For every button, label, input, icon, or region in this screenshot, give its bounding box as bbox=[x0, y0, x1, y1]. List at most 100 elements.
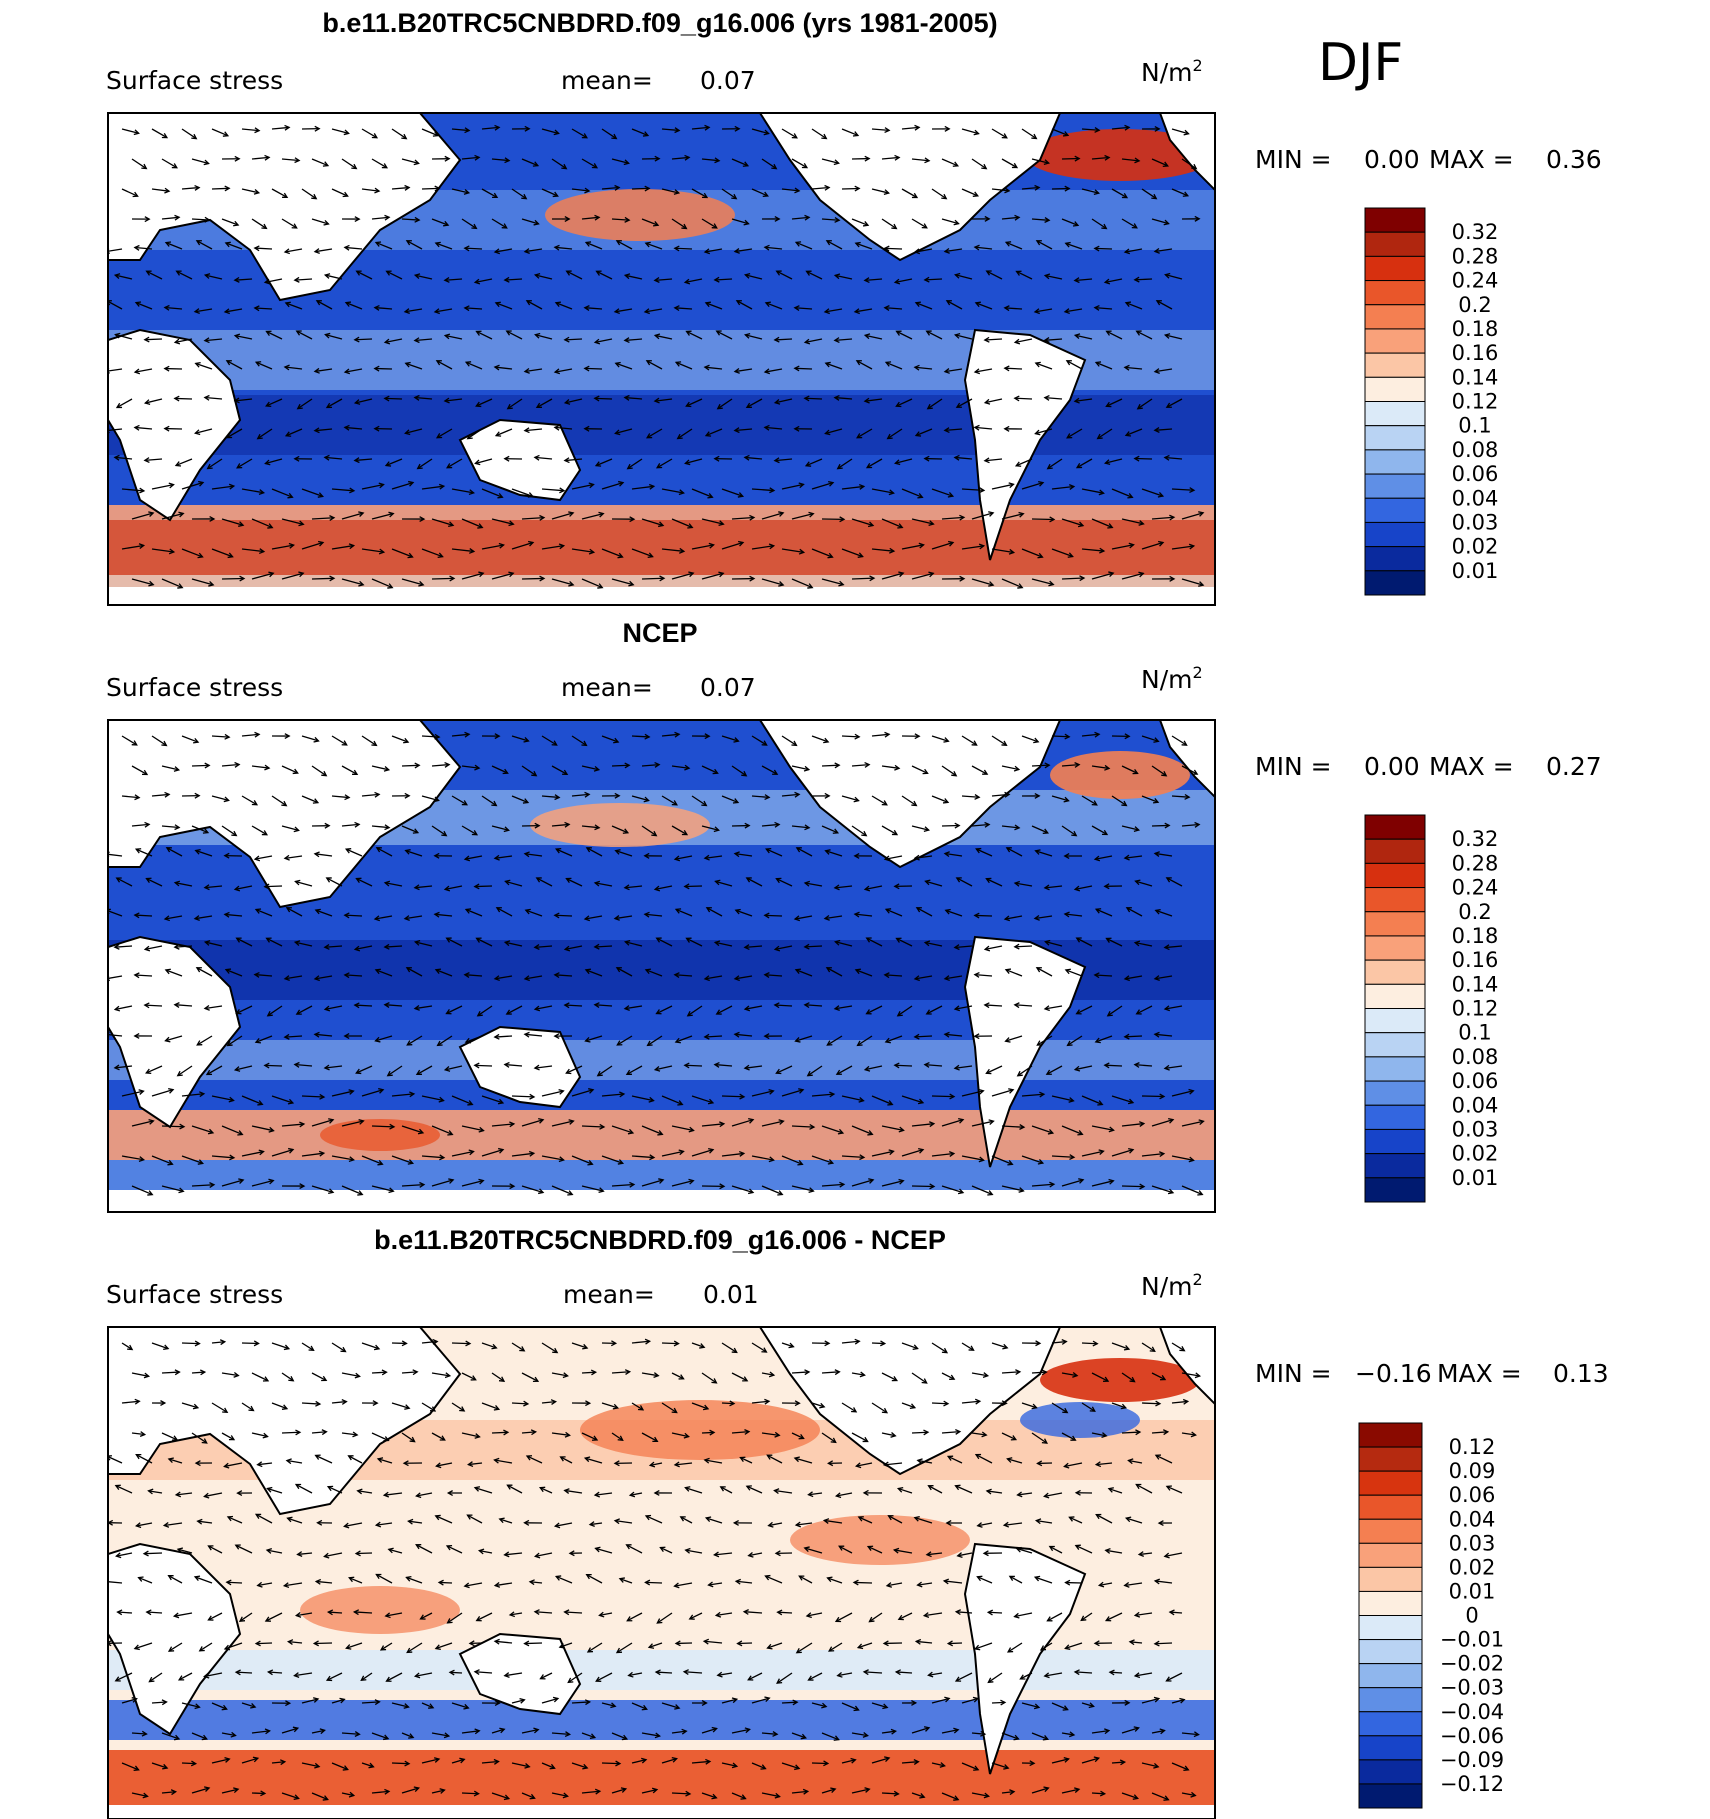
wind-arrow-head bbox=[282, 192, 289, 198]
wind-arrow bbox=[271, 1095, 294, 1104]
wind-arrow bbox=[791, 1185, 814, 1192]
wind-arrow bbox=[161, 1732, 180, 1740]
wind-arrow bbox=[524, 428, 543, 432]
wind-arrow-head bbox=[610, 1340, 618, 1347]
wind-arrow-head bbox=[203, 884, 210, 891]
wind-arrow-head bbox=[1034, 792, 1041, 799]
wind-arrow-head bbox=[382, 1491, 390, 1498]
wind-arrow bbox=[1095, 361, 1113, 370]
min-label: MIN = bbox=[1255, 752, 1332, 781]
wind-arrow bbox=[271, 1761, 285, 1764]
wind-arrow-head bbox=[533, 1609, 540, 1616]
wind-arrow bbox=[841, 187, 860, 190]
wind-arrow bbox=[1016, 1547, 1033, 1554]
wind-arrow bbox=[1181, 1372, 1200, 1377]
wind-arrow bbox=[795, 1035, 813, 1042]
wind-arrow-head bbox=[225, 432, 233, 439]
wind-arrow bbox=[567, 1672, 583, 1683]
wind-arrow bbox=[1121, 1431, 1140, 1434]
wind-arrow bbox=[251, 1179, 274, 1187]
wind-arrow-head bbox=[291, 223, 298, 229]
wind-arrow-head bbox=[794, 968, 802, 975]
wind-arrow-head bbox=[707, 1098, 715, 1105]
wind-arrow-head bbox=[473, 1669, 480, 1676]
wind-arrow-head bbox=[1042, 1735, 1050, 1741]
wind-arrow-head bbox=[1127, 1458, 1134, 1465]
wind-arrow bbox=[1061, 764, 1080, 767]
wind-arrow bbox=[421, 795, 439, 802]
wind-arrow-head bbox=[326, 1485, 334, 1492]
wind-arrow-head bbox=[1044, 939, 1051, 946]
wind-arrow-head bbox=[142, 1792, 149, 1799]
wind-arrow-head bbox=[509, 1121, 516, 1128]
wind-arrow bbox=[464, 307, 483, 310]
wind-arrow bbox=[475, 458, 493, 465]
wind-arrow-head bbox=[313, 1031, 320, 1038]
wind-arrow-head bbox=[594, 824, 601, 831]
wind-arrow bbox=[314, 248, 333, 253]
wind-arrow bbox=[494, 1640, 513, 1644]
wind-arrow-head bbox=[911, 1699, 918, 1706]
wind-arrow-head bbox=[323, 454, 330, 461]
wind-arrow-head bbox=[558, 1643, 565, 1649]
wind-arrow bbox=[601, 1093, 624, 1097]
wind-arrow-head bbox=[673, 972, 680, 979]
wind-arrow-head bbox=[805, 1612, 812, 1619]
wind-arrow bbox=[115, 274, 133, 280]
wind-arrow-head bbox=[684, 764, 691, 771]
wind-arrow bbox=[391, 186, 410, 190]
wind-arrow bbox=[646, 360, 663, 370]
wind-arrow-head bbox=[953, 1005, 961, 1012]
wind-arrow bbox=[599, 1612, 613, 1617]
wind-arrow bbox=[1021, 1702, 1040, 1709]
wind-arrow-head bbox=[654, 1669, 661, 1676]
wind-arrow-head bbox=[740, 1794, 747, 1800]
wind-arrow-head bbox=[644, 1579, 651, 1586]
wind-arrow-head bbox=[475, 330, 482, 336]
wind-arrow-head bbox=[445, 1544, 453, 1551]
wind-arrow-head bbox=[708, 542, 715, 549]
wind-arrow bbox=[991, 1155, 1013, 1165]
wind-arrow-head bbox=[207, 1615, 214, 1621]
wind-arrow bbox=[896, 1671, 913, 1674]
wind-arrow bbox=[151, 1701, 167, 1704]
wind-arrow-head bbox=[598, 1611, 605, 1618]
wind-arrow-head bbox=[1043, 394, 1050, 401]
wind-arrow-head bbox=[1004, 187, 1011, 194]
wind-arrow-head bbox=[1153, 427, 1160, 433]
wind-arrow-head bbox=[138, 1089, 145, 1095]
wind-arrow-head bbox=[586, 1647, 594, 1653]
wind-arrow bbox=[1181, 823, 1200, 827]
wind-arrow-head bbox=[768, 543, 776, 550]
wind-arrow bbox=[521, 516, 544, 520]
wind-arrow-head bbox=[1104, 764, 1111, 771]
wind-arrow-head bbox=[414, 762, 421, 769]
wind-arrow bbox=[1051, 128, 1069, 136]
wind-arrow bbox=[225, 242, 243, 250]
wind-arrow bbox=[131, 578, 154, 586]
wind-arrow bbox=[884, 855, 903, 860]
wind-arrow-head bbox=[384, 461, 392, 467]
wind-arrow-head bbox=[673, 245, 680, 252]
wind-arrow-head bbox=[673, 1461, 680, 1468]
wind-arrow-head bbox=[145, 270, 152, 276]
colorbar-tick-label: 0.16 bbox=[1452, 341, 1499, 365]
wind-arrow-head bbox=[266, 1669, 274, 1676]
wind-arrow-head bbox=[344, 848, 352, 854]
wind-arrow-head bbox=[648, 1461, 656, 1468]
wind-arrow bbox=[196, 240, 213, 250]
wind-arrow bbox=[294, 278, 313, 281]
wind-arrow bbox=[1021, 186, 1040, 190]
wind-arrow-head bbox=[323, 1552, 330, 1559]
wind-arrow-head bbox=[1158, 540, 1165, 547]
wind-arrow bbox=[1046, 1065, 1063, 1075]
wind-arrow-head bbox=[593, 1002, 600, 1009]
wind-arrow bbox=[791, 1732, 806, 1739]
wind-arrow bbox=[1141, 541, 1164, 550]
wind-arrow bbox=[1155, 909, 1173, 917]
wind-arrow bbox=[175, 338, 193, 344]
wind-arrow bbox=[581, 158, 598, 169]
wind-arrow bbox=[686, 937, 703, 947]
wind-arrow bbox=[884, 974, 903, 977]
wind-arrow bbox=[285, 302, 303, 310]
